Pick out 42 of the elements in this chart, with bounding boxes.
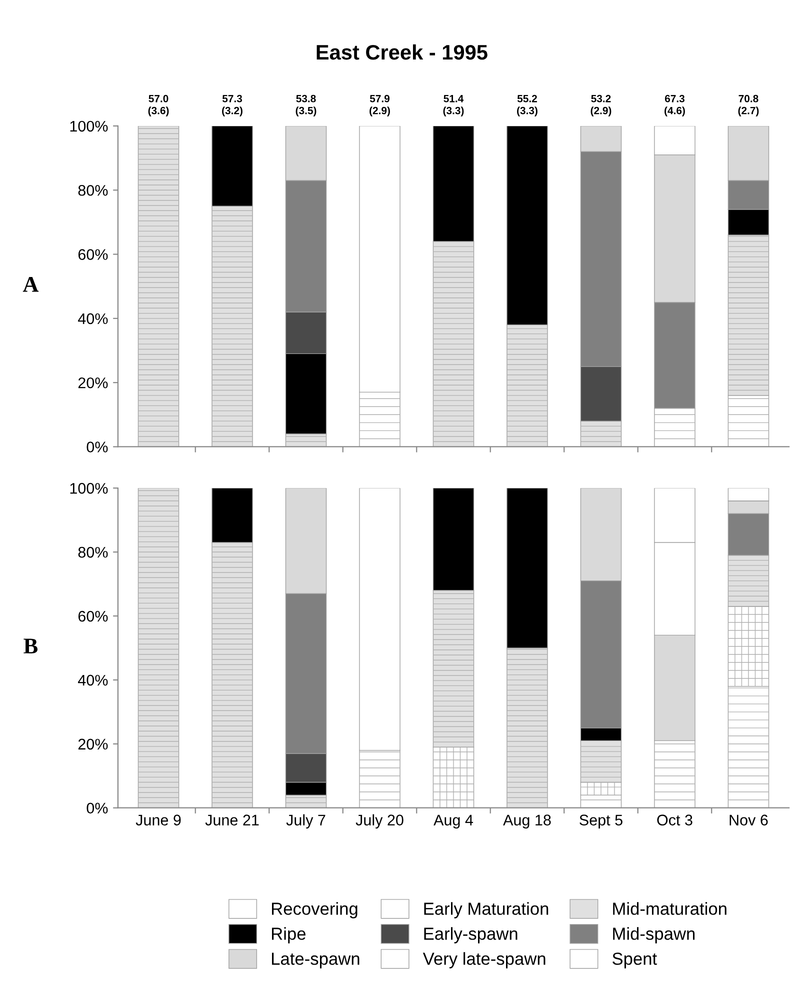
x-tick-label: Nov 6 (730, 814, 768, 826)
y-tick-label: 20% (78, 738, 108, 750)
y-tick-label: 80% (78, 546, 108, 558)
y-tick-label: 60% (78, 249, 108, 260)
text: 53.2 (2.9) (590, 94, 612, 116)
chart-title: East Creek - 1995 (316, 44, 488, 60)
x-tick-label: July 7 (286, 814, 326, 828)
y-axis-title: A (22, 277, 39, 292)
y-tick-label: 0% (86, 802, 108, 814)
y-tick-label: 20% (78, 377, 108, 388)
y-tick-label: 40% (78, 674, 108, 686)
x-tick-label: July 20 (356, 814, 404, 828)
y-tick-label: 60% (78, 610, 108, 622)
text: 57.0 (3.6) (148, 94, 169, 116)
legend-label: Very late-spawn (422, 952, 546, 968)
text: 55.2 (3.3) (517, 94, 538, 116)
y-tick-label: 100% (70, 120, 108, 132)
text: 67.3 (4.6) (664, 94, 685, 116)
text: 57.9 (2.9) (370, 94, 390, 116)
legend-label: Spent (612, 952, 657, 968)
legend-label: Early-spawn (424, 927, 518, 944)
y-axis-title: B (24, 638, 38, 654)
x-tick-label: June 21 (205, 814, 259, 826)
legend-label: Late-spawn (272, 952, 360, 968)
x-tick-label: Oct 3 (657, 814, 692, 826)
x-tick-label: Sept 5 (580, 814, 622, 828)
legend-label: Ripe (272, 927, 306, 944)
x-tick-label: June 9 (136, 814, 181, 826)
y-tick-label: 80% (78, 184, 108, 196)
text: 57.3 (3.2) (222, 94, 242, 116)
y-tick-label: 0% (86, 442, 108, 452)
text: 53.8 (3.5) (296, 94, 316, 116)
y-tick-label: 100% (70, 482, 108, 494)
x-tick-label: Aug 4 (434, 814, 474, 828)
legend-label: Mid-maturation (613, 902, 726, 915)
legend-label: Early Maturation (424, 902, 548, 918)
text: 70.8 (2.7) (738, 94, 759, 116)
legend-label: Mid-spawn (613, 927, 695, 944)
text: 51.4 (3.3) (443, 95, 464, 116)
x-tick-label: Aug 18 (503, 814, 551, 828)
y-tick-label: 40% (78, 313, 108, 324)
legend-label: Recovering (272, 902, 358, 918)
